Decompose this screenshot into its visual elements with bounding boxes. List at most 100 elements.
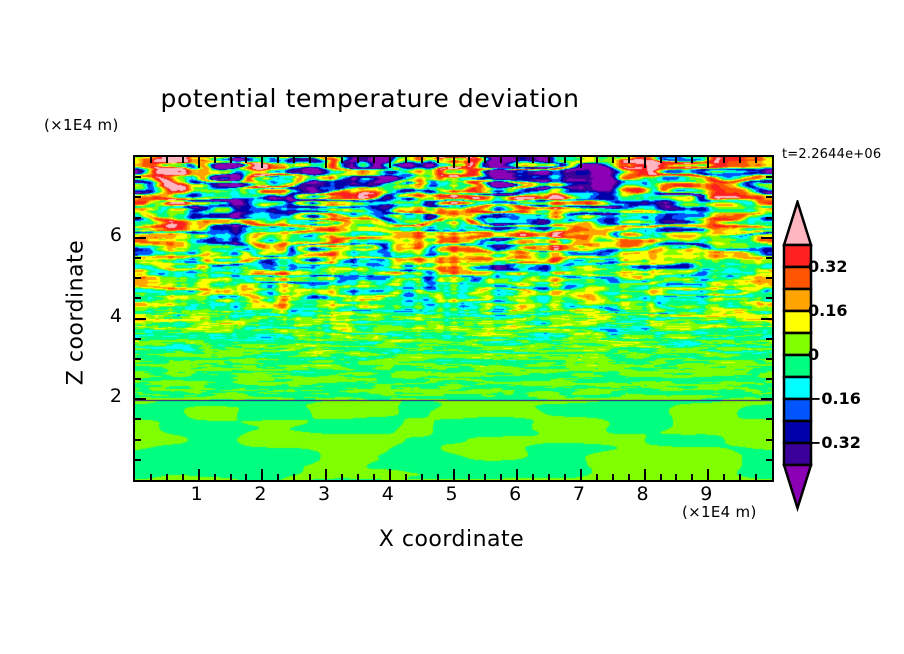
x-tick-label: 3: [318, 483, 331, 505]
tick-mark: [135, 337, 141, 340]
tick-mark: [627, 157, 630, 163]
tick-mark: [356, 157, 359, 163]
tick-mark: [548, 474, 551, 480]
colorbar-band: [782, 287, 813, 313]
tick-mark: [563, 157, 566, 163]
tick-mark: [197, 157, 200, 168]
tick-mark: [165, 157, 168, 163]
tick-mark: [135, 236, 146, 239]
tick-mark: [372, 474, 375, 480]
tick-mark: [452, 157, 455, 168]
colorbar-band: [782, 397, 813, 423]
tick-mark: [766, 277, 772, 280]
tick-mark: [388, 157, 391, 168]
tick-mark: [532, 157, 535, 163]
tick-mark: [761, 398, 772, 401]
tick-mark: [135, 256, 141, 259]
z-axis-unit-label: (×1E4 m): [44, 116, 119, 134]
tick-mark: [766, 378, 772, 381]
tick-mark: [404, 157, 407, 163]
tick-mark: [739, 157, 742, 163]
tick-mark: [213, 157, 216, 163]
colorbar-svg: [782, 200, 813, 512]
tick-mark: [766, 337, 772, 340]
tick-mark: [755, 474, 758, 480]
tick-mark: [563, 474, 566, 480]
tick-mark: [135, 176, 141, 179]
tick-mark: [691, 157, 694, 163]
tick-mark: [135, 196, 141, 199]
tick-mark: [181, 474, 184, 480]
tick-mark: [135, 438, 141, 441]
tick-mark: [372, 157, 375, 163]
tick-mark: [739, 474, 742, 480]
y-tick-label: 6: [109, 223, 122, 246]
tick-mark: [579, 157, 582, 168]
tick-mark: [500, 157, 503, 163]
tick-mark: [135, 297, 141, 300]
tick-mark: [165, 474, 168, 480]
tick-mark: [436, 474, 439, 480]
colorbar-band: [782, 331, 813, 357]
tick-mark: [755, 157, 758, 163]
tick-mark: [484, 157, 487, 163]
tick-mark: [309, 157, 312, 163]
tick-mark: [277, 157, 280, 163]
tick-mark: [643, 157, 646, 168]
x-tick-label: 9: [700, 483, 713, 505]
tick-mark: [659, 157, 662, 163]
tick-mark: [707, 157, 710, 168]
tick-mark: [452, 469, 455, 480]
tick-mark: [135, 458, 141, 461]
tick-mark: [723, 157, 726, 163]
tick-mark: [135, 357, 141, 360]
tick-mark: [229, 474, 232, 480]
colorbar-band: [782, 265, 813, 291]
tick-mark: [766, 438, 772, 441]
x-axis-unit-label: (×1E4 m): [682, 503, 757, 521]
x-tick-label: 4: [381, 483, 394, 505]
tick-mark: [135, 418, 141, 421]
tick-mark: [766, 196, 772, 199]
tick-mark: [404, 474, 407, 480]
tick-mark: [420, 474, 423, 480]
colorbar-tick-label: 0.32: [808, 257, 848, 276]
tick-mark: [595, 474, 598, 480]
y-tick-label: 4: [109, 304, 122, 327]
colorbar-band: [782, 419, 813, 445]
tick-mark: [766, 216, 772, 219]
tick-mark: [468, 474, 471, 480]
tick-mark: [579, 469, 582, 480]
contour-field: [135, 157, 772, 480]
tick-mark: [659, 474, 662, 480]
tick-mark: [675, 474, 678, 480]
tick-mark: [548, 157, 551, 163]
tick-mark: [293, 474, 296, 480]
tick-mark: [135, 277, 141, 280]
tick-mark: [229, 157, 232, 163]
tick-mark: [766, 176, 772, 179]
tick-mark: [468, 157, 471, 163]
tick-mark: [356, 474, 359, 480]
x-tick-label: 2: [254, 483, 267, 505]
timestamp-label: t=2.2644e+06: [782, 147, 882, 162]
colorbar: [781, 200, 815, 512]
tick-mark: [766, 357, 772, 360]
page-title: potential temperature deviation: [160, 84, 580, 113]
tick-mark: [135, 216, 141, 219]
x-tick-label: 8: [636, 483, 649, 505]
tick-mark: [341, 474, 344, 480]
tick-mark: [766, 418, 772, 421]
tick-mark: [135, 378, 141, 381]
tick-mark: [197, 469, 200, 480]
contour-plot-area: [133, 155, 774, 482]
tick-mark: [245, 157, 248, 163]
tick-mark: [341, 157, 344, 163]
tick-mark: [309, 474, 312, 480]
tick-mark: [675, 157, 678, 163]
colorbar-tick-label: −0.16: [808, 389, 861, 408]
x-tick-label: 6: [509, 483, 522, 505]
tick-mark: [516, 469, 519, 480]
y-tick-label: 2: [109, 385, 122, 408]
tick-mark: [149, 157, 152, 163]
